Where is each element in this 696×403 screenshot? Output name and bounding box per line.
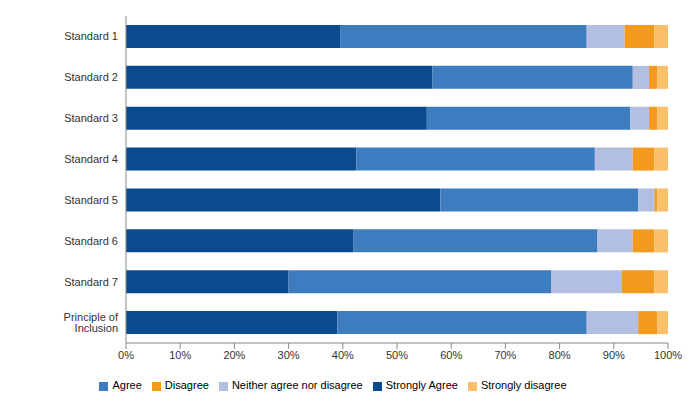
svg-text:60%: 60% <box>440 349 462 361</box>
html-text:Strongly disagree: Strongly disagree <box>480 379 567 391</box>
svg-text:100%: 100% <box>654 349 682 361</box>
svg-text:0%: 0% <box>118 349 134 361</box>
svg-text:50%: 50% <box>386 349 408 361</box>
html-text:Disagree: Disagree <box>164 379 209 391</box>
svg-text:30%: 30% <box>278 349 300 361</box>
svg-text:Standard 5: Standard 5 <box>64 194 118 206</box>
svg-text:Standard 2: Standard 2 <box>64 71 118 83</box>
svg-text:20%: 20% <box>223 349 245 361</box>
svg-text:80%: 80% <box>549 349 571 361</box>
svg-text:Standard 1: Standard 1 <box>64 30 118 42</box>
html-text:Agree: Agree <box>112 379 142 391</box>
html-text:Strongly Agree: Strongly Agree <box>385 379 458 391</box>
svg-text:10%: 10% <box>169 349 191 361</box>
svg-text:Principle ofInclusion: Principle ofInclusion <box>64 311 119 334</box>
svg-text:40%: 40% <box>332 349 354 361</box>
svg-text:70%: 70% <box>494 349 516 361</box>
svg-text:Standard 3: Standard 3 <box>64 112 118 124</box>
svg-text:Standard 7: Standard 7 <box>64 276 118 288</box>
html-text:Neither agree nor disagree: Neither agree nor disagree <box>231 379 363 391</box>
svg-text:Standard 4: Standard 4 <box>64 153 118 165</box>
svg-text:Standard 6: Standard 6 <box>64 235 118 247</box>
svg-text:90%: 90% <box>603 349 625 361</box>
